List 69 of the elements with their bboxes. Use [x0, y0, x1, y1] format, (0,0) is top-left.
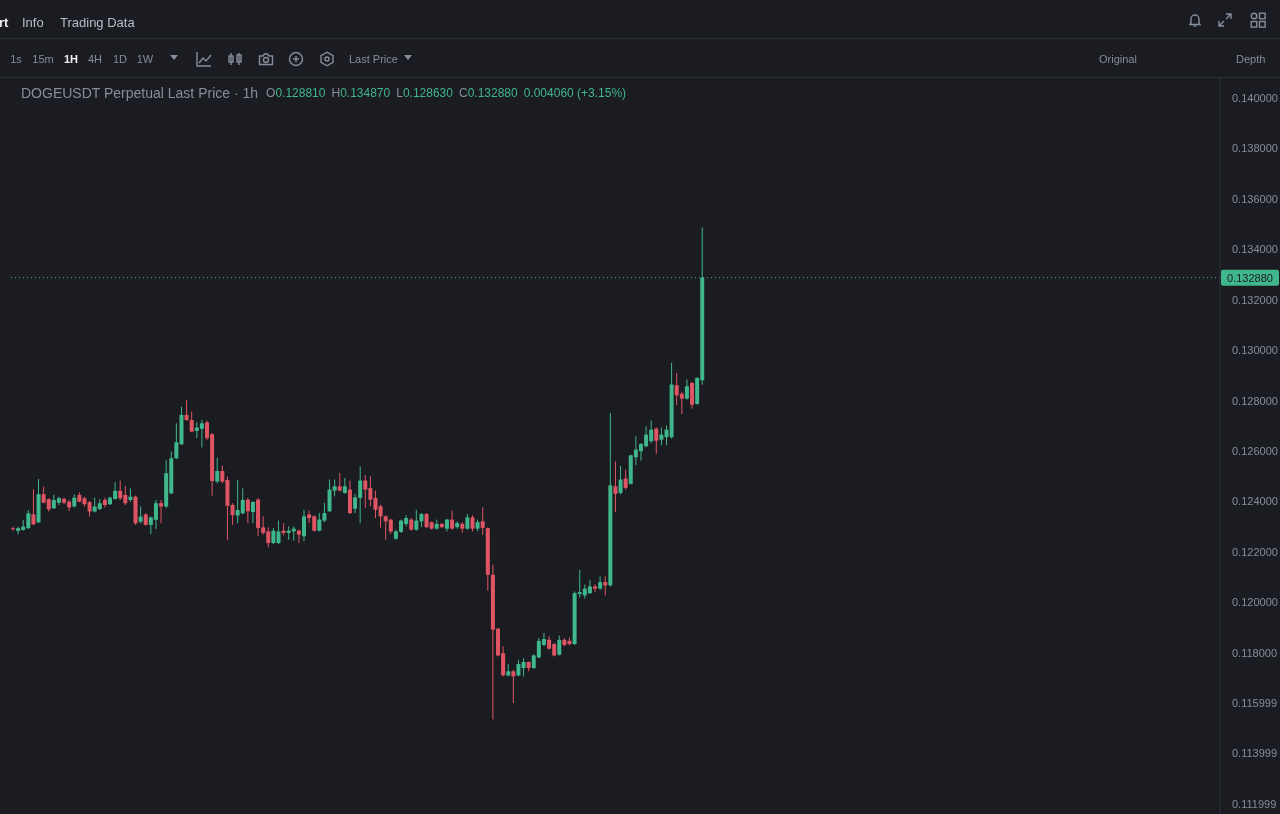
candlestick [31, 488, 36, 526]
candlestick [684, 378, 689, 401]
candlestick [593, 583, 598, 593]
candlestick [587, 579, 592, 595]
candlestick [511, 669, 516, 704]
candlestick [654, 426, 659, 455]
annotation: H0.134870 [331, 86, 391, 100]
annotation: O0.128810 [266, 86, 326, 100]
y-tick-label: 0.132000 [1232, 293, 1278, 306]
candlestick [690, 381, 695, 410]
text: 1s [10, 53, 22, 65]
ref-line-label: 0.132880 [1227, 271, 1273, 284]
candlestick [250, 500, 255, 524]
candlestick [618, 465, 623, 496]
candlestick [118, 480, 123, 501]
candlestick [342, 477, 347, 495]
y-tick-label: 0.115999 [1232, 697, 1278, 710]
annotation: L0.128630 [396, 86, 453, 100]
candlestick [598, 575, 603, 591]
text: 1W [136, 53, 154, 65]
candlestick [199, 419, 204, 449]
y-tick-label: 0.140000 [1232, 92, 1278, 105]
candlestick [521, 657, 526, 677]
text: 4H [87, 53, 103, 65]
candlestick [480, 506, 485, 536]
y-tick-label: 0.124000 [1232, 495, 1278, 508]
candlestick [302, 509, 307, 542]
candlestick [102, 497, 107, 508]
candlestick [240, 487, 245, 515]
text: Original [1099, 53, 1137, 65]
y-tick-label: 0.111999 [1232, 797, 1277, 810]
candlestick [623, 469, 628, 491]
candlestick [230, 502, 235, 526]
text: 15m [32, 53, 54, 65]
annotation: 0.004060 (+3.15%) [523, 86, 627, 100]
candlestick [603, 575, 608, 596]
y-tick-label: 0.136000 [1232, 192, 1278, 205]
candlestick [159, 499, 164, 524]
y-tick-label: 0.130000 [1232, 344, 1278, 357]
text: 1D [112, 53, 128, 65]
text: 1H [63, 53, 79, 65]
y-tick-label: 0.118000 [1232, 646, 1278, 659]
annotation: C0.132880 [458, 86, 518, 100]
candlestick [184, 399, 189, 422]
candlestick [414, 509, 419, 532]
candlestick [363, 474, 368, 509]
y-tick-label: 0.113999 [1232, 747, 1278, 760]
text: Depth [1236, 53, 1266, 65]
candlestick [245, 497, 250, 524]
y-tick-label: 0.120000 [1232, 596, 1278, 609]
candlestick [215, 457, 220, 484]
candlestick [11, 526, 15, 532]
y-tick-label: 0.122000 [1232, 545, 1278, 558]
text: Trading Data [60, 14, 135, 30]
candlestick [296, 529, 301, 544]
candlestick [450, 510, 455, 531]
y-tick-label: 0.134000 [1232, 243, 1278, 256]
text: Last Price [349, 53, 398, 65]
candlestick [153, 499, 158, 530]
y-tick-label: 0.128000 [1232, 394, 1278, 407]
y-tick-label: 0.138000 [1232, 142, 1278, 155]
candlestick [16, 526, 21, 535]
text: DOGEUSDT Perpetual Last Price · 1h [21, 85, 259, 101]
text: rt [0, 14, 9, 30]
y-tick-label: 0.126000 [1232, 444, 1278, 457]
candlestick [378, 504, 383, 529]
text: Info [22, 14, 44, 30]
candlestick [613, 460, 618, 513]
candlestick [347, 480, 352, 515]
